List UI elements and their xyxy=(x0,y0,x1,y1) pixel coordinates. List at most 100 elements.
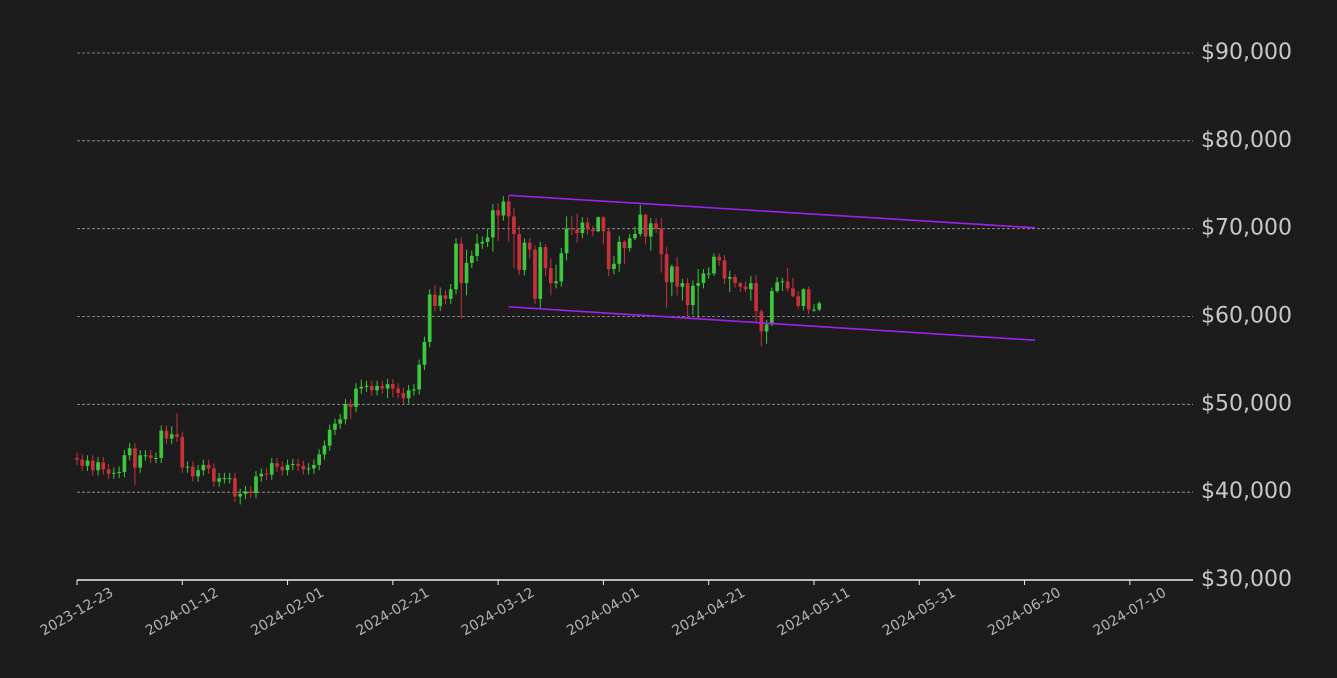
candle-body xyxy=(227,478,232,480)
x-tick-label: 2024-04-01 xyxy=(564,585,642,640)
candle-body xyxy=(333,423,337,430)
candle-body xyxy=(306,468,311,470)
candle-body xyxy=(417,364,422,390)
candle-body xyxy=(770,291,774,325)
candle-body xyxy=(133,448,137,468)
y-tick-label: $60,000 xyxy=(1201,304,1292,329)
candle-body xyxy=(601,217,606,232)
candle-body xyxy=(101,462,106,470)
trend-line xyxy=(508,306,1036,342)
candle-body xyxy=(327,429,332,446)
candle-body xyxy=(622,241,627,248)
trend-line xyxy=(508,194,1036,229)
candle-body xyxy=(259,473,264,477)
candle-body xyxy=(643,214,648,237)
candle-body xyxy=(575,229,579,234)
candle-body xyxy=(122,455,127,472)
candle-body xyxy=(322,445,327,455)
candle-body xyxy=(217,478,221,482)
candle-body xyxy=(275,463,279,467)
candle-body xyxy=(606,231,611,270)
candle-body xyxy=(380,385,385,389)
candle-body xyxy=(491,210,495,238)
candle-body xyxy=(301,465,306,470)
candle-body xyxy=(175,434,179,437)
candle-body xyxy=(443,295,448,299)
candle-body xyxy=(185,466,190,468)
candle-body xyxy=(348,404,353,407)
candle-body xyxy=(106,469,111,474)
candle-body xyxy=(701,273,706,284)
candle-body xyxy=(280,466,285,471)
y-tick-label: $50,000 xyxy=(1201,391,1292,416)
candle-body xyxy=(238,493,243,497)
x-tick-label: 2024-02-21 xyxy=(354,585,432,640)
candle-body xyxy=(706,273,711,275)
candle-body xyxy=(296,464,300,466)
candle-body xyxy=(169,434,174,439)
candle-body xyxy=(212,468,216,482)
y-tick-label: $70,000 xyxy=(1201,216,1292,241)
candle-body xyxy=(317,454,321,465)
candle-body xyxy=(685,283,690,306)
candle-body xyxy=(554,281,558,284)
candle-body xyxy=(427,294,432,342)
candle-body xyxy=(422,341,427,365)
candle-body xyxy=(406,390,411,399)
candle-body xyxy=(412,389,416,391)
candle-body xyxy=(612,263,616,270)
candle-body xyxy=(138,455,143,468)
candle-body xyxy=(812,309,816,311)
candle-body xyxy=(164,430,169,439)
candle-body xyxy=(501,201,506,216)
candle-body xyxy=(375,385,379,391)
candle-body xyxy=(201,464,206,471)
candle-body xyxy=(591,229,595,232)
candle-body xyxy=(448,289,453,299)
candle-body xyxy=(648,223,653,237)
candle-body xyxy=(675,266,679,287)
candle-body xyxy=(691,285,695,306)
candle-body xyxy=(233,478,237,497)
y-tick-label: $40,000 xyxy=(1201,479,1292,504)
candle-body xyxy=(627,238,632,248)
candle-body xyxy=(343,404,348,420)
candle-body xyxy=(564,228,569,254)
candle-body xyxy=(264,473,269,475)
x-tick-label: 2024-01-12 xyxy=(143,585,221,640)
candle-body xyxy=(712,256,716,274)
candle-body xyxy=(206,464,211,469)
candle-body xyxy=(485,237,490,242)
x-tick-label: 2024-04-21 xyxy=(669,585,747,640)
candle-body xyxy=(96,462,100,471)
candle-body xyxy=(569,228,574,230)
candle-body xyxy=(764,324,769,332)
candle-body xyxy=(759,311,764,332)
candle-body xyxy=(670,266,674,283)
candle-body xyxy=(722,260,727,279)
candle-body xyxy=(806,289,811,310)
candle-body xyxy=(127,448,132,456)
candle-body xyxy=(285,464,290,471)
candle-body xyxy=(243,491,248,494)
candle-body xyxy=(159,430,164,458)
candle-body xyxy=(364,385,369,387)
candle-body xyxy=(617,241,622,264)
candle-body xyxy=(680,283,685,287)
candle-body xyxy=(791,288,795,297)
candle-body xyxy=(548,268,553,284)
candle-body xyxy=(254,476,258,494)
candle-body xyxy=(396,388,400,393)
candle-body xyxy=(438,295,443,306)
y-tick-label: $90,000 xyxy=(1201,40,1292,65)
candle-body xyxy=(527,242,532,250)
candle-body xyxy=(391,384,395,389)
candle-body xyxy=(696,283,701,286)
candle-body xyxy=(143,455,148,457)
candle-body xyxy=(338,419,343,424)
candle-body xyxy=(801,289,806,306)
candle-body xyxy=(633,233,637,239)
candle-body xyxy=(248,491,253,494)
candle-body xyxy=(775,282,779,292)
